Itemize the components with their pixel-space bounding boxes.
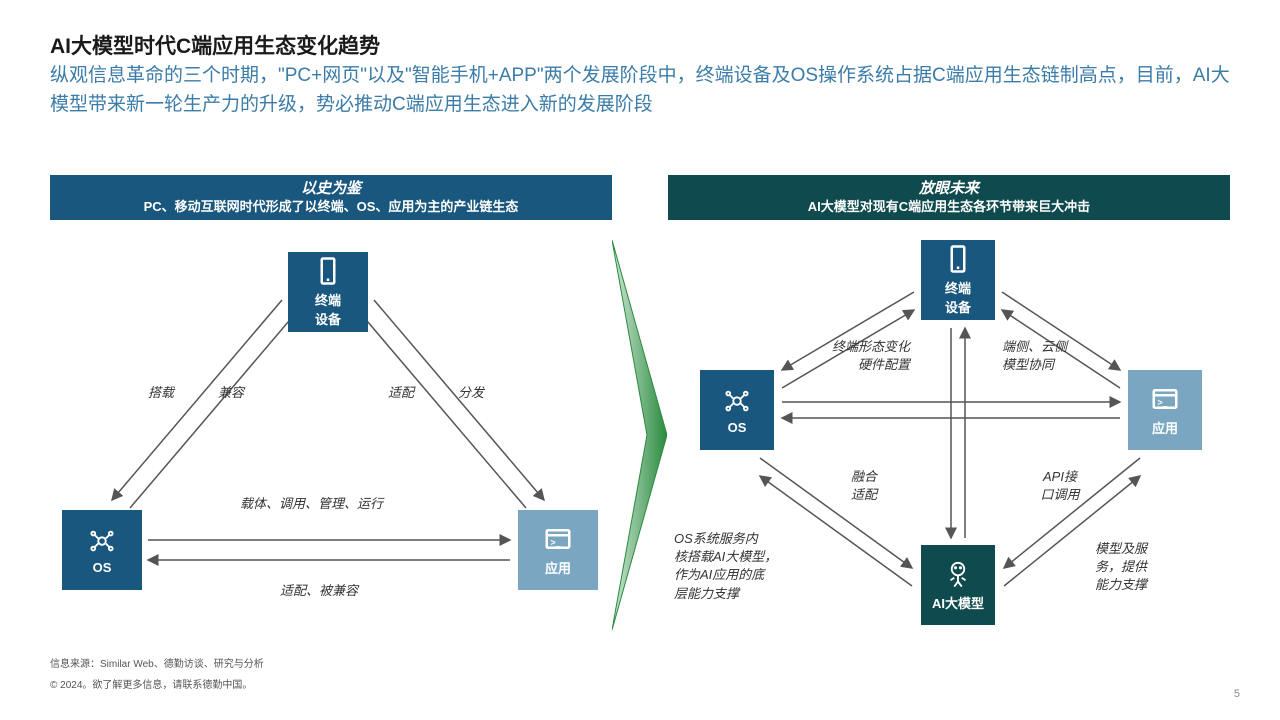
edge-label-side-cloud: 端侧、云侧模型协同 [1002, 338, 1102, 374]
page-number: 5 [1234, 688, 1240, 700]
node-terminal-left: 终端 设备 [288, 252, 368, 332]
node-terminal-label2: 设备 [315, 309, 341, 328]
os-network-icon [722, 386, 752, 416]
app-window-icon: >_ [1150, 384, 1180, 414]
node-terminal-label1: 终端 [315, 290, 341, 309]
svg-text:>_: >_ [1158, 397, 1168, 407]
edge-label-model-service: 模型及服务，提供能力支撑 [1095, 540, 1195, 595]
node-model-label: AI大模型 [932, 593, 984, 612]
edge-label-carrier: 载体、调用、管理、运行 [240, 495, 383, 513]
edge-label-term-shape: 终端形态变化硬件配置 [810, 338, 910, 374]
edge-label-adapted: 适配、被兼容 [280, 582, 358, 600]
right-panel-header-title: 放眼未来 [668, 179, 1230, 199]
node-os-label: OS [93, 560, 112, 575]
edge-label-adapt: 适配 [388, 384, 414, 402]
edge-label-distribute: 分发 [458, 384, 484, 402]
edge-label-os-kernel: OS系统服务内核搭载AI大模型，作为AI应用的底层能力支撑 [674, 530, 794, 603]
edge-label-api: API接口调用 [1030, 468, 1090, 504]
node-app-label: 应用 [1152, 418, 1178, 437]
right-panel-header-sub: AI大模型对现有C端应用生态各环节带来巨大冲击 [668, 199, 1230, 216]
left-panel-header-sub: PC、移动互联网时代形成了以终端、OS、应用为主的产业链生态 [50, 199, 612, 216]
edge-label-carry: 搭载 [148, 384, 174, 402]
left-panel-header-title: 以史为鉴 [50, 179, 612, 199]
node-os-right: OS [700, 370, 774, 450]
os-network-icon [87, 526, 117, 556]
node-terminal-label2: 设备 [945, 297, 971, 316]
source-text: 信息来源：Similar Web、德勤访谈、研究与分析 [50, 655, 264, 670]
node-ai-model: AI大模型 [921, 545, 995, 625]
node-app-right: >_ 应用 [1128, 370, 1202, 450]
phone-icon [313, 256, 343, 286]
phone-icon [943, 244, 973, 274]
page-subtitle: 纵观信息革命的三个时期，"PC+网页"以及"智能手机+APP"两个发展阶段中，终… [50, 62, 1230, 119]
copyright-text: © 2024。欲了解更多信息，请联系德勤中国。 [50, 676, 252, 691]
ai-brain-icon [943, 559, 973, 589]
node-terminal-label1: 终端 [945, 278, 971, 297]
edge-label-fusion: 融合适配 [834, 468, 894, 504]
node-os-left: OS [62, 510, 142, 590]
node-os-label: OS [728, 420, 747, 435]
app-window-icon: >_ [543, 524, 573, 554]
edge-label-compat: 兼容 [218, 384, 244, 402]
node-app-left: >_ 应用 [518, 510, 598, 590]
left-panel-header: 以史为鉴 PC、移动互联网时代形成了以终端、OS、应用为主的产业链生态 [50, 175, 612, 220]
svg-text:>_: >_ [551, 537, 561, 547]
node-app-label: 应用 [545, 558, 571, 577]
transition-arrow-icon [612, 240, 667, 630]
right-panel-header: 放眼未来 AI大模型对现有C端应用生态各环节带来巨大冲击 [668, 175, 1230, 220]
node-terminal-right: 终端 设备 [921, 240, 995, 320]
page-title: AI大模型时代C端应用生态变化趋势 [50, 30, 380, 60]
